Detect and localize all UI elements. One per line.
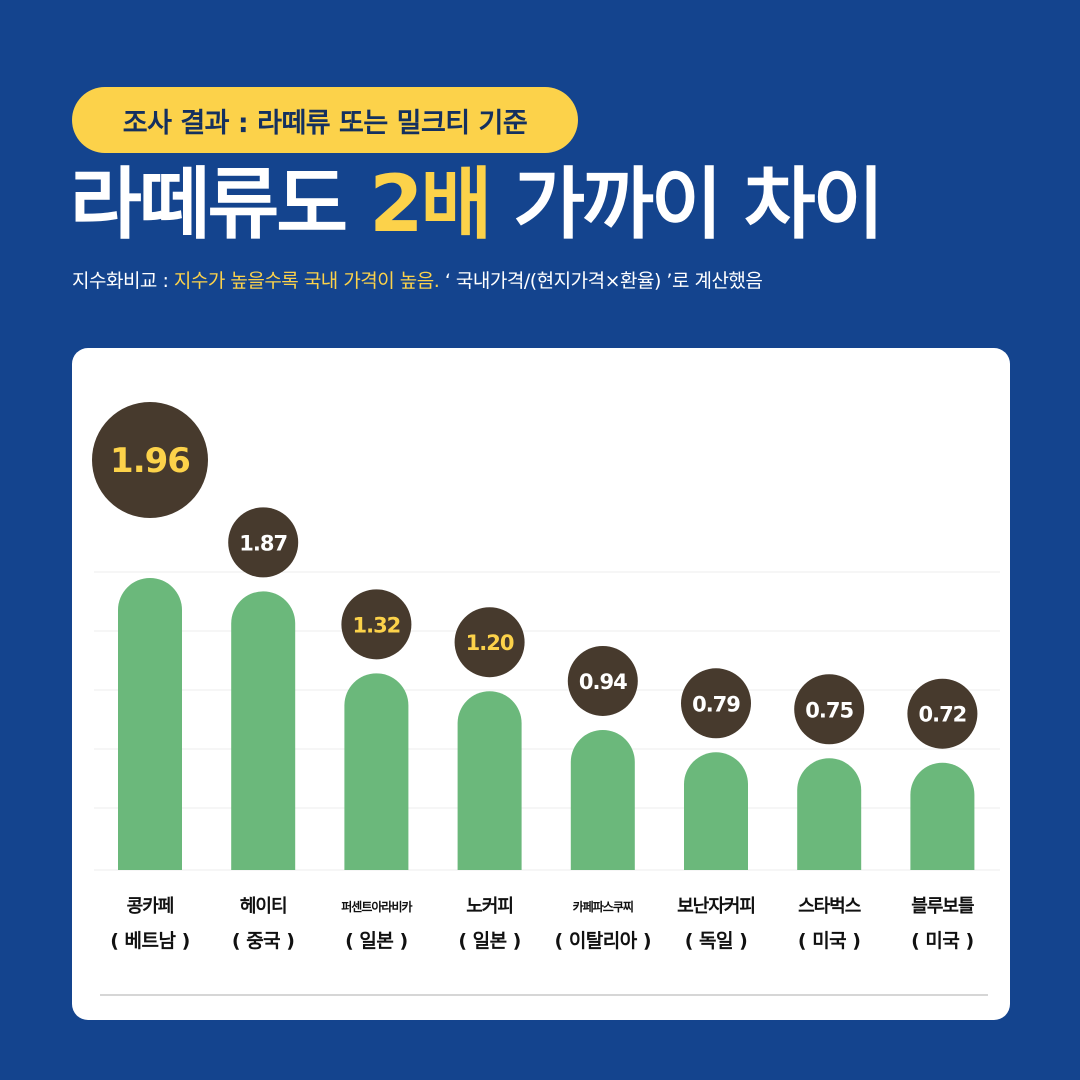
country-name: ( 중국 ) <box>231 930 295 952</box>
brand-name: 헤이티 <box>239 896 288 917</box>
bar <box>344 673 409 870</box>
category-label: 노커피 ( 일본 ) <box>430 894 550 953</box>
category-label: 블루보틀 ( 미국 ) <box>882 894 1002 953</box>
headline-highlight: 2배 <box>369 160 492 250</box>
category-label: 헤이티 ( 중국 ) <box>203 894 323 953</box>
category-label: 콩카페 ( 베트남 ) <box>90 894 210 953</box>
country-name: ( 일본 ) <box>458 930 521 952</box>
country-name: ( 미국 ) <box>911 930 974 952</box>
value-bubble-circle <box>907 678 978 749</box>
survey-badge-text: 조사 결과 : 라떼류 또는 밀크티 기준 <box>122 107 528 139</box>
country-name: ( 베트남 ) <box>110 930 190 952</box>
brand-name: 블루보틀 <box>911 896 974 917</box>
value-bubble-circle <box>228 507 299 578</box>
chart-card: 1.96 1.87 1.32 1.20 0.94 0.79 0.75 0.72 콩카페 ( 베트… <box>72 348 1010 1020</box>
brand-name: 스타벅스 <box>798 896 861 917</box>
country-name: ( 이탈리아 ) <box>554 930 652 952</box>
value-label: 1.87 <box>239 531 287 555</box>
brand-name: 퍼센트아라비카 <box>341 900 412 914</box>
value-bubble-circle <box>341 589 412 660</box>
value-bubble-circle <box>794 674 865 745</box>
bar <box>797 758 862 870</box>
value-label: 0.75 <box>805 698 853 722</box>
bar <box>457 691 522 870</box>
value-bubble: 0.79 <box>681 668 751 739</box>
x-axis-labels: 콩카페 ( 베트남 ) 헤이티 ( 중국 ) 퍼센트아라비카 ( 일본 ) 노커피 ( 일본 … <box>72 888 1010 998</box>
category-label: 보난자커피 ( 독일 ) <box>656 894 776 953</box>
value-bubble-circle <box>681 668 751 739</box>
headline-post: 가까이 차이 <box>489 160 884 250</box>
category-label: 퍼센트아라비카 ( 일본 ) <box>316 894 436 953</box>
brand-name: 노커피 <box>466 896 514 917</box>
country-name: ( 독일 ) <box>684 930 748 952</box>
value-bubble: 1.32 <box>341 589 412 660</box>
value-label: 1.96 <box>110 441 190 481</box>
country-name: ( 미국 ) <box>797 930 861 952</box>
survey-badge: 조사 결과 : 라떼류 또는 밀크티 기준 <box>72 87 578 153</box>
value-label: 1.32 <box>352 613 400 637</box>
value-label: 0.94 <box>579 670 627 694</box>
brand-name: 카페파스쿠찌 <box>572 900 634 914</box>
bar <box>910 762 975 870</box>
index-note: 지수화비교 : 지수가 높을수록 국내 가격이 높음. ‘ 국내가격/(현지가격… <box>72 266 763 293</box>
country-name: ( 일본 ) <box>345 930 408 952</box>
bar <box>231 591 296 870</box>
category-label: 스타벅스 ( 미국 ) <box>769 894 889 953</box>
value-bubble: 0.94 <box>567 645 638 716</box>
bottom-divider <box>100 994 988 996</box>
bar-chart: 1.96 1.87 1.32 1.20 0.94 0.79 0.75 0.72 <box>92 402 1000 871</box>
value-bubble-circle <box>454 607 525 678</box>
note-highlight: 지수가 높을수록 국내 가격이 높음. <box>173 270 440 292</box>
value-bubble: 0.72 <box>907 678 978 749</box>
value-bubble: 1.20 <box>454 607 525 678</box>
value-bubble: 1.96 <box>92 402 208 518</box>
value-label: 0.72 <box>918 703 966 727</box>
value-bubble: 0.75 <box>794 674 865 745</box>
brand-name: 콩카페 <box>126 896 175 917</box>
value-label: 1.20 <box>466 631 514 655</box>
value-bubble: 1.87 <box>228 507 299 578</box>
value-bubble-circle <box>567 645 638 716</box>
value-bubble-circle <box>92 402 208 518</box>
bar <box>684 752 748 870</box>
headline: 라떼류도 2배 가까이 차이 <box>70 164 884 247</box>
bar <box>570 729 635 870</box>
bar <box>118 577 182 870</box>
value-label: 0.79 <box>692 692 740 716</box>
note-label: 지수화비교 : <box>72 270 174 292</box>
category-label: 카페파스쿠찌 ( 이탈리아 ) <box>543 894 663 953</box>
brand-name: 보난자커피 <box>677 896 756 917</box>
note-rest: ‘ 국내가격/(현지가격×환율) ’로 계산했음 <box>439 270 763 292</box>
headline-pre: 라떼류도 <box>70 160 370 250</box>
